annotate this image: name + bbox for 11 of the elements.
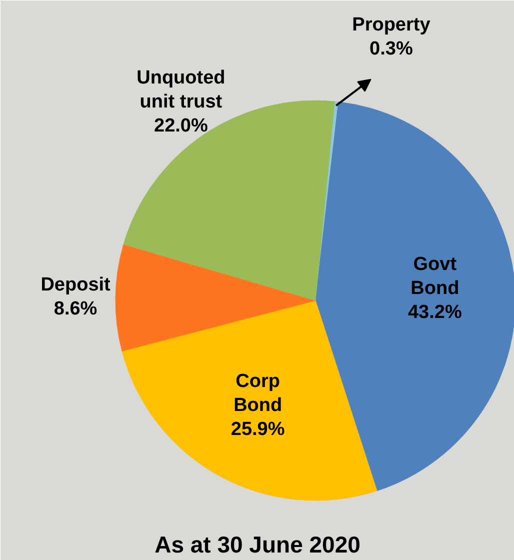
slice-label: Deposit (40, 274, 112, 296)
data-label: 0.3% (370, 38, 413, 60)
data-label: 25.9% (230, 419, 285, 440)
text: As at 30 June 2020 (154, 532, 360, 558)
data-label: 8.6% (54, 298, 98, 320)
slice-label: Unquoted unit trust (136, 67, 226, 112)
slice-label: Corp Bond (234, 371, 282, 416)
data-label: 22.0% (154, 115, 208, 136)
slice-label: Property (352, 14, 431, 36)
slice-label: Govt Bond (410, 254, 460, 300)
data-label: 43.2% (408, 302, 462, 324)
